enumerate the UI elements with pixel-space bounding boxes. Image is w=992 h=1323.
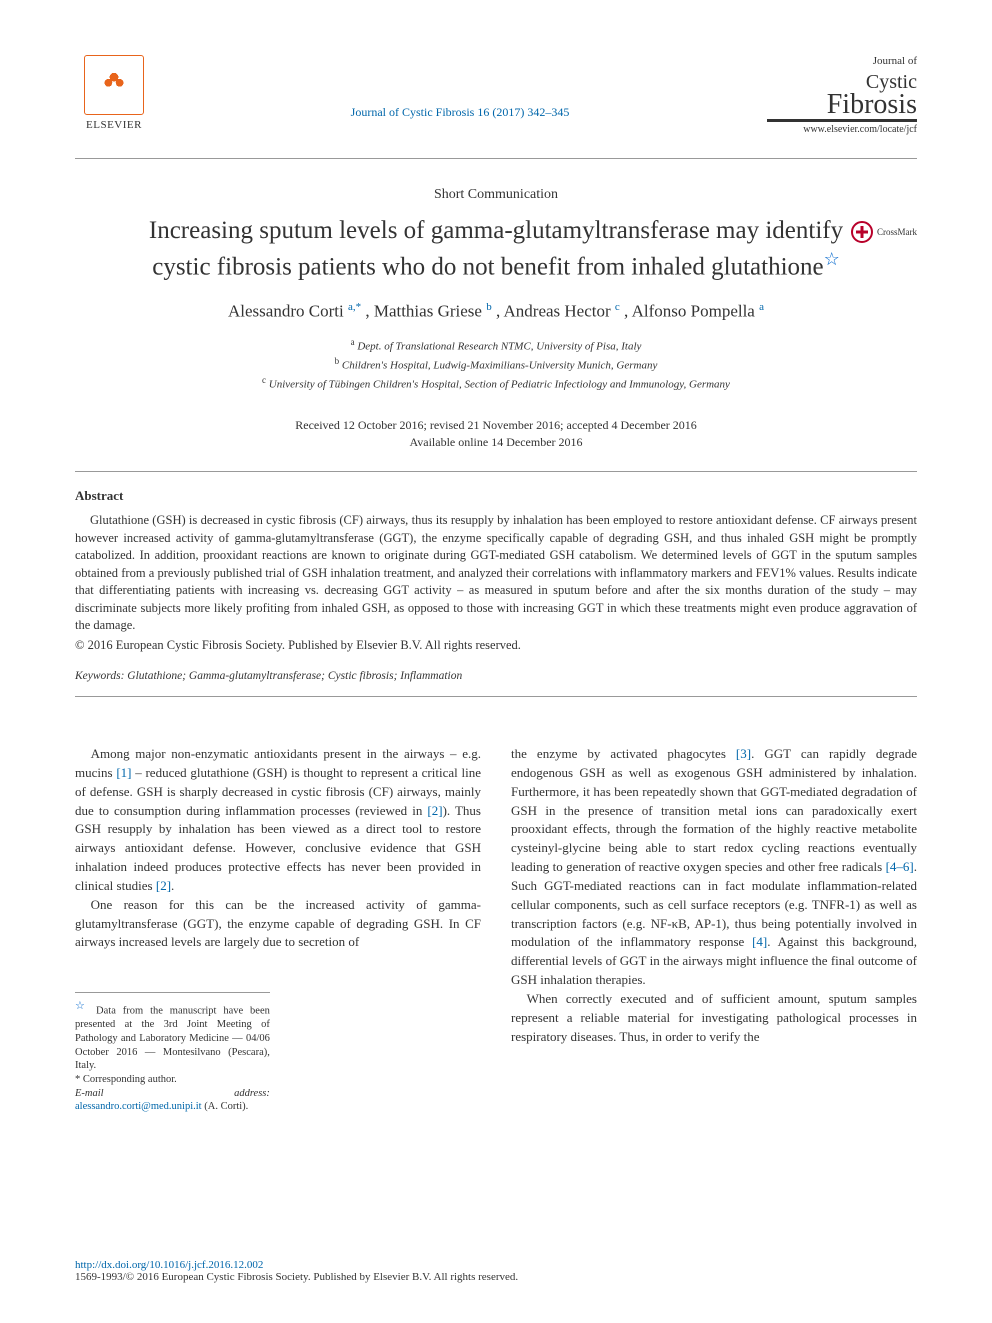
journal-logo: Journal of Cystic Fibrosis www.elsevier.… — [767, 55, 917, 135]
crossmark-badge[interactable]: CrossMark — [851, 221, 917, 243]
ref-link-2b[interactable]: [2] — [156, 878, 171, 893]
author-3-sup[interactable]: c — [615, 301, 620, 313]
body-columns: Among major non-enzymatic antioxidants p… — [75, 745, 917, 1114]
ref-link-1[interactable]: [1] — [116, 765, 131, 780]
affiliation-a: a Dept. of Translational Research NTMC, … — [75, 336, 917, 355]
journal-reference[interactable]: Journal of Cystic Fibrosis 16 (2017) 342… — [351, 105, 570, 120]
author-1: Alessandro Corti — [228, 302, 344, 321]
author-2: , Matthias Griese — [365, 302, 482, 321]
footnote-corresponding: * Corresponding author. — [75, 1073, 270, 1087]
title-star-icon: ☆ — [824, 249, 840, 269]
abstract-copyright: © 2016 European Cystic Fibrosis Society.… — [75, 637, 917, 655]
col2-para-2: When correctly executed and of sufficien… — [511, 990, 917, 1047]
journal-logo-prefix: Journal of — [767, 55, 917, 67]
ref-link-4-6[interactable]: [4–6] — [886, 859, 914, 874]
column-left: Among major non-enzymatic antioxidants p… — [75, 745, 481, 1114]
keywords-text: Glutathione; Gamma-glutamyltransferase; … — [124, 670, 462, 682]
footer-copyright: 1569-1993/© 2016 European Cystic Fibrosi… — [75, 1271, 917, 1283]
doi-link[interactable]: http://dx.doi.org/10.1016/j.jcf.2016.12.… — [75, 1259, 917, 1271]
title-text: Increasing sputum levels of gamma-glutam… — [149, 217, 843, 280]
article-dates: Received 12 October 2016; revised 21 Nov… — [75, 417, 917, 451]
keywords-label: Keywords: — [75, 670, 124, 682]
crossmark-label: CrossMark — [877, 227, 917, 237]
col1-para-1: Among major non-enzymatic antioxidants p… — [75, 745, 481, 896]
article-type: Short Communication — [75, 187, 917, 203]
journal-logo-main: Cystic Fibrosis — [767, 67, 917, 122]
journal-url[interactable]: www.elsevier.com/locate/jcf — [767, 124, 917, 135]
footnote-conference: ☆ Data from the manuscript have been pre… — [75, 999, 270, 1073]
email-label: E-mail address: — [75, 1088, 270, 1099]
elsevier-tree-icon — [84, 55, 144, 115]
publisher-logo: ELSEVIER — [75, 55, 153, 140]
journal-word-2: Fibrosis — [827, 89, 917, 120]
affiliation-b: b Children's Hospital, Ludwig-Maximilian… — [75, 355, 917, 374]
author-1-sup[interactable]: a,* — [348, 301, 361, 313]
affiliation-c: c University of Tübingen Children's Hosp… — [75, 374, 917, 393]
abstract-heading: Abstract — [75, 488, 917, 504]
ref-link-2[interactable]: [2] — [427, 803, 442, 818]
ref-link-4[interactable]: [4] — [752, 934, 767, 949]
ref-link-3[interactable]: [3] — [736, 746, 751, 761]
affiliations: a Dept. of Translational Research NTMC, … — [75, 336, 917, 393]
page-footer: http://dx.doi.org/10.1016/j.jcf.2016.12.… — [75, 1245, 917, 1283]
col2-para-1: the enzyme by activated phagocytes [3]. … — [511, 745, 917, 990]
authors-list: Alessandro Corti a,* , Matthias Griese b… — [75, 301, 917, 322]
abstract-text: Glutathione (GSH) is decreased in cystic… — [75, 512, 917, 635]
title-row: Increasing sputum levels of gamma-glutam… — [75, 215, 917, 301]
article-title: Increasing sputum levels of gamma-glutam… — [136, 215, 856, 283]
footnotes: ☆ Data from the manuscript have been pre… — [75, 992, 270, 1114]
dates-line-2: Available online 14 December 2016 — [75, 434, 917, 451]
author-4: , Alfonso Pompella — [624, 302, 755, 321]
footnote-email: E-mail address: alessandro.corti@med.uni… — [75, 1087, 270, 1114]
footnote-star-icon: ☆ — [75, 1000, 89, 1012]
page-header: ELSEVIER Journal of Cystic Fibrosis 16 (… — [75, 55, 917, 159]
keywords: Keywords: Glutathione; Gamma-glutamyltra… — [75, 670, 917, 697]
col1-para-2: One reason for this can be the increased… — [75, 896, 481, 953]
publisher-name: ELSEVIER — [86, 119, 142, 131]
crossmark-icon — [851, 221, 873, 243]
author-3: , Andreas Hector — [496, 302, 611, 321]
email-link[interactable]: alessandro.corti@med.unipi.it — [75, 1101, 202, 1112]
author-2-sup[interactable]: b — [486, 301, 492, 313]
dates-line-1: Received 12 October 2016; revised 21 Nov… — [75, 417, 917, 434]
author-4-sup[interactable]: a — [759, 301, 764, 313]
column-right: the enzyme by activated phagocytes [3]. … — [511, 745, 917, 1114]
divider — [75, 471, 917, 472]
